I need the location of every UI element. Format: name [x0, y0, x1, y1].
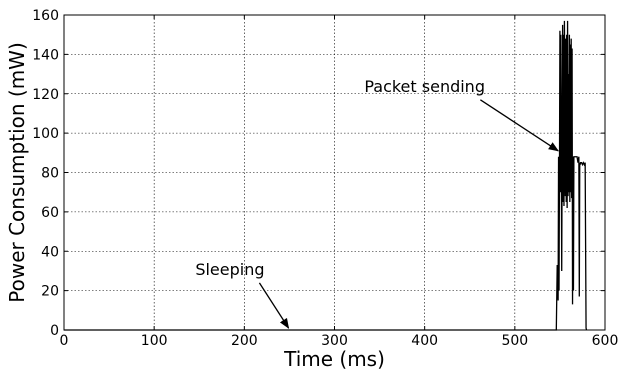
x-tick-label: 400 — [411, 333, 438, 349]
x-tick-label: 100 — [141, 333, 168, 349]
y-tick-label: 20 — [41, 284, 59, 300]
x-tick-label: 300 — [321, 333, 348, 349]
annotation-arrow — [480, 99, 559, 152]
annotation-arrow — [258, 282, 290, 329]
power-series-line — [64, 20, 588, 331]
y-tick-label: 0 — [50, 323, 59, 339]
annotation-text: Sleeping — [195, 260, 264, 279]
series-layer — [64, 20, 588, 331]
x-axis-label: Time (ms) — [283, 347, 385, 371]
x-tick-label: 200 — [231, 333, 258, 349]
annotations: Packet sending Sleeping — [195, 77, 559, 329]
y-tick-label: 160 — [32, 8, 59, 24]
annotation-text: Packet sending — [364, 77, 485, 96]
x-tick-label: 500 — [501, 333, 528, 349]
ticks: 0 100 200 300 400 500 600 0 20 40 60 80 100 120 140 160 — [32, 8, 618, 349]
x-tick-label: 600 — [592, 333, 619, 349]
y-tick-label: 120 — [32, 87, 59, 103]
y-tick-label: 100 — [32, 126, 59, 142]
x-tick-label: 0 — [60, 333, 69, 349]
y-tick-label: 60 — [41, 205, 59, 221]
grid — [64, 15, 605, 330]
y-tick-label: 40 — [41, 244, 59, 260]
y-tick-label: 140 — [32, 47, 59, 63]
y-axis-label: Power Consumption (mW) — [5, 42, 29, 303]
y-tick-label: 80 — [41, 166, 59, 182]
